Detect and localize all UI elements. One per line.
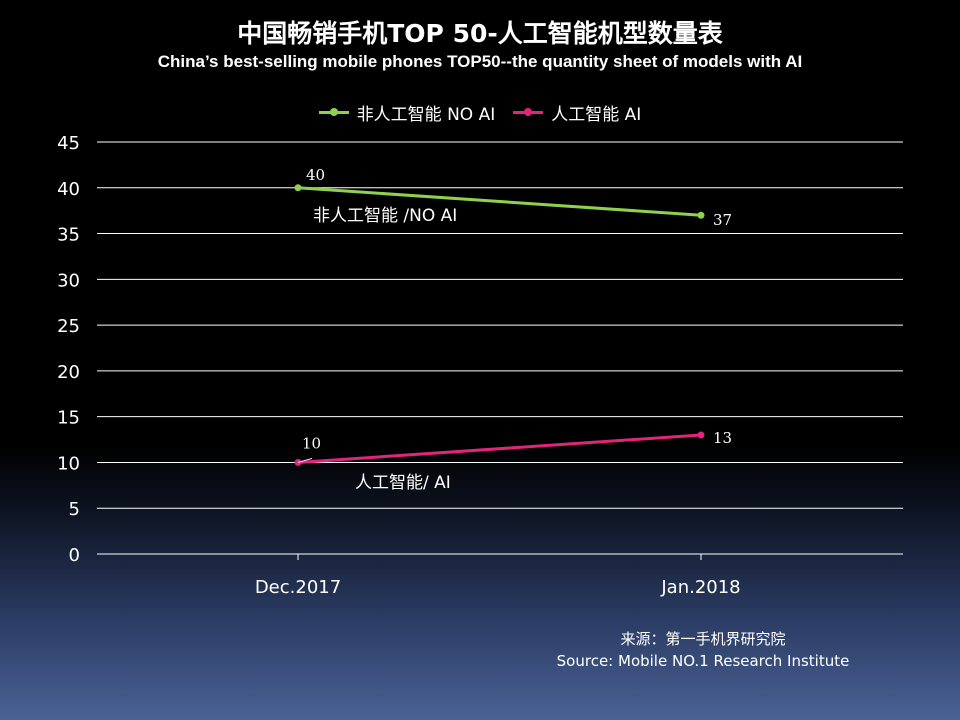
- legend-item-no-ai: 非人工智能 NO AI: [318, 100, 496, 125]
- x-tick-label: Jan.2018: [660, 577, 740, 598]
- y-tick-label: 5: [69, 499, 80, 520]
- series-inline-label-1: 人工智能/ AI: [355, 473, 451, 493]
- y-tick-label: 10: [57, 453, 80, 474]
- series-line-1: [297, 433, 702, 464]
- series-0-point-1: [697, 211, 705, 219]
- series-inline-label-0: 非人工智能 /NO AI: [313, 206, 457, 226]
- y-tick-label: 35: [57, 225, 80, 246]
- series-1-point-1: [697, 431, 705, 439]
- legend-label-no-ai: 非人工智能 NO AI: [356, 105, 496, 125]
- x-tick-label: Dec.2017: [255, 577, 341, 598]
- data-label: 40: [306, 166, 325, 184]
- legend-swatch-no-ai: [318, 108, 349, 116]
- data-label: 10: [302, 434, 321, 452]
- y-tick-label: 0: [69, 545, 80, 566]
- y-tick-label: 30: [57, 270, 80, 291]
- legend-swatch-ai: [513, 108, 544, 116]
- chart-legend: 非人工智能 NO AI 人工智能 AI: [0, 100, 960, 125]
- y-tick-label: 20: [57, 362, 80, 383]
- source-line-cn: 来源：第一手机界研究院: [620, 630, 786, 648]
- series-0-point-0: [294, 184, 302, 192]
- legend-item-ai: 人工智能 AI: [513, 100, 641, 125]
- chart-subtitle: China’s best-selling mobile phones TOP50…: [157, 52, 803, 71]
- data-label: 13: [713, 429, 732, 447]
- source-line-en: Source: Mobile NO.1 Research Institute: [556, 652, 850, 670]
- source-note: 来源：第一手机界研究院 Source: Mobile NO.1 Research…: [530, 628, 876, 672]
- y-tick-label: 15: [57, 408, 80, 429]
- chart-title: 中国畅销手机TOP 50-人工智能机型数量表: [237, 19, 723, 48]
- y-tick-label: 40: [57, 179, 80, 200]
- y-tick-label: 25: [57, 316, 80, 337]
- y-tick-label: 45: [57, 133, 80, 154]
- legend-label-ai: 人工智能 AI: [551, 105, 642, 125]
- data-label: 37: [713, 211, 732, 229]
- data-label-leader: [297, 457, 313, 463]
- series-line-0: [297, 186, 702, 217]
